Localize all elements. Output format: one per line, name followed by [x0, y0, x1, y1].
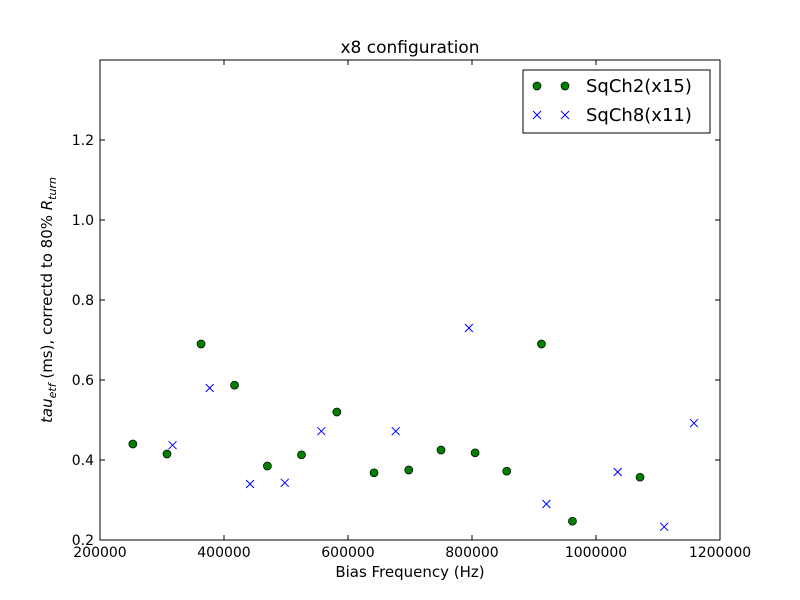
legend-label: SqCh2(x15)	[586, 76, 692, 97]
plot-area-frame	[99, 59, 721, 541]
data-point-x	[391, 426, 401, 436]
data-point-circle	[537, 339, 546, 349]
data-point-x	[613, 467, 623, 477]
data-point-circle	[196, 339, 206, 349]
series-2	[168, 323, 699, 532]
x-tick-label: 800000	[445, 545, 498, 561]
data-point-circle	[568, 516, 577, 526]
data-point-circle	[404, 465, 414, 475]
y-tick-label: 0.8	[72, 293, 94, 309]
legend-entry: SqCh8(x11)	[532, 105, 692, 126]
data-point-x	[659, 522, 669, 532]
data-points	[128, 323, 699, 532]
x-tick-label: 1200000	[689, 545, 751, 561]
data-point-circle	[436, 445, 446, 455]
data-point-x	[168, 440, 177, 450]
data-point-x	[316, 426, 326, 436]
y-tick-label: 0.4	[72, 453, 94, 469]
legend-box	[522, 69, 711, 134]
legend-marker	[560, 81, 570, 91]
data-point-x	[689, 418, 699, 428]
data-point-circle	[162, 449, 172, 459]
data-point-circle	[297, 450, 306, 460]
y-tick-label: 1.2	[72, 133, 94, 149]
data-point-circle	[369, 468, 379, 478]
data-point-circle	[230, 380, 239, 390]
legend-marker	[532, 81, 542, 91]
data-point-x	[205, 383, 215, 393]
data-point-circle	[635, 472, 645, 482]
legend-entry: SqCh2(x15)	[532, 76, 692, 97]
x-tick-label: 200000	[73, 545, 126, 561]
data-point-circle	[502, 466, 512, 476]
data-point-x	[280, 478, 290, 488]
x-axis-label: Bias Frequency (Hz)	[335, 563, 484, 581]
data-point-x	[542, 499, 551, 509]
legend-marker	[532, 110, 542, 120]
data-point-circle	[128, 439, 138, 449]
y-tick-label: 0.2	[72, 533, 94, 549]
x-tick-label: 1000000	[565, 545, 627, 561]
axis-ticks: 200000 400000 600000 800000 1000000 1200000 0.…	[72, 60, 751, 561]
data-point-circle	[263, 461, 272, 471]
legend-marker	[560, 110, 570, 120]
x-tick-label: 600000	[321, 545, 374, 561]
y-tick-label: 0.6	[72, 373, 94, 389]
legend-label: SqCh8(x11)	[586, 105, 692, 126]
data-point-circle	[332, 407, 342, 417]
y-axis-label: tauetf (ms), correctd to 80% Rturn	[38, 177, 59, 423]
data-point-x	[464, 323, 474, 333]
chart-title: x8 configuration	[340, 38, 479, 58]
data-point-x	[245, 479, 255, 489]
series-1	[128, 339, 645, 526]
x-tick-label: 400000	[197, 545, 250, 561]
legend: SqCh2(x15) SqCh8(x11)	[522, 69, 711, 134]
y-tick-label: 1.0	[72, 213, 94, 229]
data-point-circle	[470, 448, 480, 458]
